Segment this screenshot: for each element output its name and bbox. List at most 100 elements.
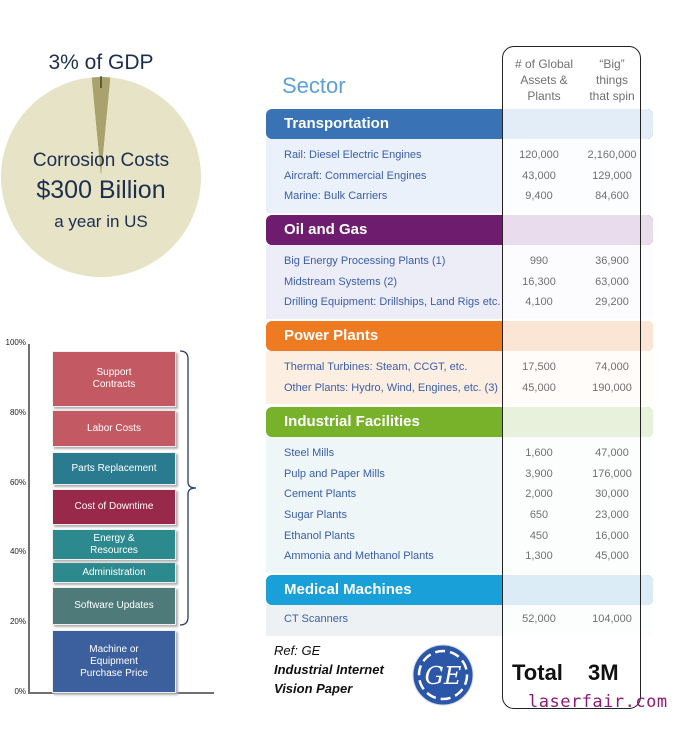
- sector-header-tint: [503, 109, 653, 139]
- row-assets-value: 52,000: [522, 613, 556, 625]
- pie-slice-label: 3% of GDP: [48, 51, 154, 74]
- row-label: Aircraft: Commercial Engines: [284, 169, 427, 182]
- gdp-pie-chart: 3% of GDP Corrosion Costs $300 Billion a…: [0, 0, 262, 290]
- bar-segment: Support Contracts: [52, 350, 176, 407]
- y-tick-label: 100%: [5, 338, 26, 347]
- row-spin-value: 16,000: [595, 529, 629, 542]
- sector-name: Transportation: [284, 115, 390, 132]
- row-assets-value: 9,400: [525, 190, 553, 203]
- sector-body: Big Energy Processing Plants (1) 990 36,90…: [266, 245, 653, 320]
- row-spin-value: 84,600: [595, 190, 629, 203]
- row-spin-value: 23,000: [595, 509, 629, 522]
- row-label: Ethanol Plants: [284, 529, 355, 542]
- value-column-background: [503, 437, 653, 574]
- row-spin-value: 45,000: [595, 550, 629, 563]
- row-spin-value: 104,000: [592, 613, 632, 625]
- row-assets-value: 2,000: [525, 488, 553, 501]
- sector-name: Medical Machines: [284, 581, 412, 598]
- row-assets-value: 43,000: [522, 169, 556, 182]
- row-spin-value: 190,000: [592, 381, 632, 394]
- sector-section: Transportation Rail: Diesel Electric Engi…: [266, 109, 653, 214]
- row-assets-value: 120,000: [519, 149, 559, 161]
- svg-text:GE: GE: [425, 662, 462, 690]
- y-tick-label: 40%: [9, 547, 26, 557]
- row-spin-value: 29,200: [595, 296, 629, 309]
- sector-body: Rail: Diesel Electric Engines 120,000 2,16…: [266, 139, 653, 214]
- reference-line-3: Vision Paper: [274, 681, 353, 696]
- y-tick-label: 0%: [14, 687, 26, 696]
- sector-header-tint: [503, 321, 653, 351]
- table-row: Other Plants: Hydro, Wind, Engines, etc.…: [266, 378, 653, 399]
- table-row: CT Scanners 52,000 104,000: [266, 609, 653, 630]
- row-spin-value: 129,000: [592, 169, 632, 182]
- table-row: Ammonia and Methanol Plants 1,300 45,000: [266, 546, 653, 567]
- bar-segment: Cost of Downtime: [52, 488, 176, 526]
- row-spin-value: 176,000: [592, 467, 632, 480]
- table-row: Pulp and Paper Mills 3,900 176,000: [266, 464, 653, 485]
- row-assets-value: 990: [529, 255, 549, 267]
- bar-segment: Labor Costs: [52, 410, 176, 447]
- row-label: Rail: Diesel Electric Engines: [284, 149, 422, 161]
- pie-slice: [91, 77, 111, 177]
- sector-section: Power Plants Thermal Turbines: Steam, CCG…: [266, 321, 653, 405]
- y-tick-label: 20%: [9, 617, 26, 627]
- sector-column-title: Sector: [282, 73, 346, 98]
- row-label: Marine: Bulk Carriers: [284, 190, 388, 203]
- bar-segment: Software Updates: [52, 586, 176, 625]
- row-label: Steel Mills: [284, 447, 335, 459]
- sector-header-tint: [503, 575, 653, 605]
- bar-segment-label: Energy & Resources: [90, 532, 138, 556]
- total-label: Total: [512, 660, 563, 685]
- column-header-spin: “Big” things that spin: [589, 57, 635, 103]
- row-spin-value: 2,160,000: [587, 149, 637, 161]
- bar-segment-label: Software Updates: [74, 599, 154, 611]
- pie-subtitle: a year in US: [54, 212, 148, 231]
- x-axis: [28, 692, 214, 694]
- table-row: Aircraft: Commercial Engines 43,000 129,00…: [266, 166, 653, 187]
- row-spin-value: 30,000: [595, 488, 629, 501]
- reference-line-1: Ref: GE: [274, 643, 321, 658]
- table-row: Marine: Bulk Carriers 9,400 84,600: [266, 186, 653, 207]
- total-value: 3M: [588, 660, 619, 685]
- sector-body: Steel Mills 1,600 47,000 Pulp and Paper Mil…: [266, 437, 653, 574]
- row-label: Sugar Plants: [284, 509, 347, 522]
- sector-header: Industrial Facilities: [266, 407, 653, 437]
- bar-segment: Parts Replacement: [52, 452, 176, 486]
- bar-segment-label: Parts Replacement: [71, 462, 157, 474]
- row-label: Thermal Turbines: Steam, CCGT, etc.: [284, 361, 468, 373]
- row-assets-value: 17,500: [522, 361, 556, 373]
- table-row: Big Energy Processing Plants (1) 990 36,90…: [266, 251, 653, 272]
- sector-header: Power Plants: [266, 321, 653, 351]
- sector-header: Medical Machines: [266, 575, 653, 605]
- table-row: Ethanol Plants 450 16,000: [266, 526, 653, 547]
- value-column-background: [503, 139, 653, 214]
- sector-header: Oil and Gas: [266, 215, 653, 245]
- ge-logo-icon: GE: [412, 644, 474, 706]
- value-column-background: [503, 245, 653, 320]
- pie-amount: $300 Billion: [36, 176, 166, 204]
- y-tick-label: 60%: [9, 477, 26, 487]
- row-label: Other Plants: Hydro, Wind, Engines, etc.…: [284, 381, 498, 394]
- cost-stacked-bar-chart: 0% 20% 40% 60% 80% 100% Machine or Equipment Pu…: [0, 335, 240, 705]
- bar-segment-label: Cost of Downtime: [74, 501, 154, 513]
- row-assets-value: 45,000: [522, 381, 556, 394]
- sector-name: Power Plants: [284, 327, 379, 344]
- watermark: laserfair.com: [528, 692, 668, 712]
- table-row: Cement Plants 2,000 30,000: [266, 484, 653, 505]
- bar-segment-label: Administration: [82, 566, 146, 578]
- pie-title: Corrosion Costs: [32, 150, 170, 171]
- reference-line-2: Industrial Internet: [274, 662, 384, 677]
- row-assets-value: 1,300: [525, 550, 553, 563]
- row-assets-value: 650: [529, 509, 549, 522]
- sector-header: Transportation: [266, 109, 653, 139]
- bar-segment: Administration: [52, 562, 176, 584]
- row-label: Midstream Systems (2): [284, 275, 398, 288]
- row-assets-value: 450: [529, 529, 549, 542]
- row-assets-value: 4,100: [525, 296, 553, 309]
- sector-name: Industrial Facilities: [284, 413, 420, 430]
- column-header-assets: # of Global Assets & Plants: [514, 57, 574, 103]
- bar-segment: Machine or Equipment Purchase Price: [52, 630, 176, 693]
- y-axis: [28, 344, 30, 694]
- sector-section: Oil and Gas Big Energy Processing Plants …: [266, 215, 653, 320]
- row-spin-value: 63,000: [595, 275, 629, 288]
